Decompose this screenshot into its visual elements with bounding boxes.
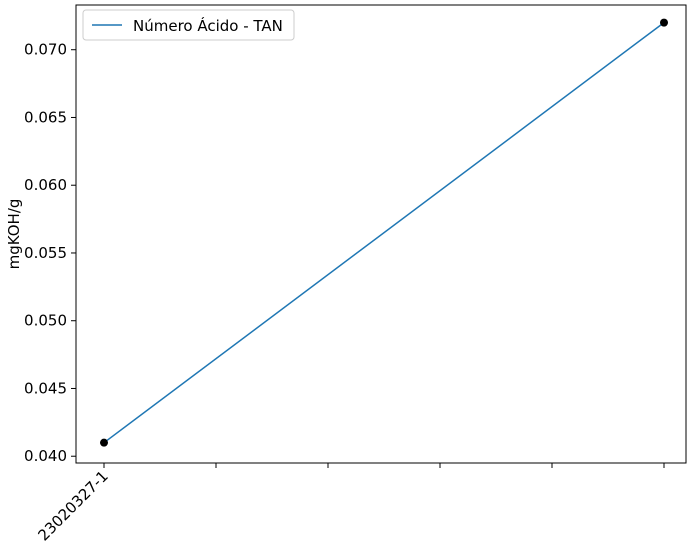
x-axis: 23020327-1	[35, 463, 665, 544]
series-line	[103, 22, 665, 444]
data-point	[100, 438, 108, 447]
series-layer	[103, 22, 665, 444]
y-tick-label: 0.045	[24, 379, 67, 397]
plot-frame	[75, 4, 687, 464]
legend-box	[82, 9, 295, 41]
y-axis: 0.040 0.045 0.050 0.055 0.060 0.065 0.070	[24, 41, 76, 465]
y-tick-label: 0.065	[24, 108, 67, 126]
y-tick-label: 0.050	[24, 312, 67, 330]
legend-label: Número Ácido - TAN	[133, 16, 283, 35]
y-tick-label: 0.060	[24, 176, 67, 194]
legend: Número Ácido - TAN	[82, 9, 295, 41]
y-axis-label: mgKOH/g	[5, 199, 23, 270]
x-tick-label: 23020327-1	[35, 467, 112, 544]
data-point	[660, 18, 668, 27]
marker-layer	[100, 18, 668, 447]
y-tick-label: 0.040	[24, 447, 67, 465]
y-tick-label: 0.055	[24, 244, 67, 262]
y-tick-label: 0.070	[24, 41, 67, 59]
